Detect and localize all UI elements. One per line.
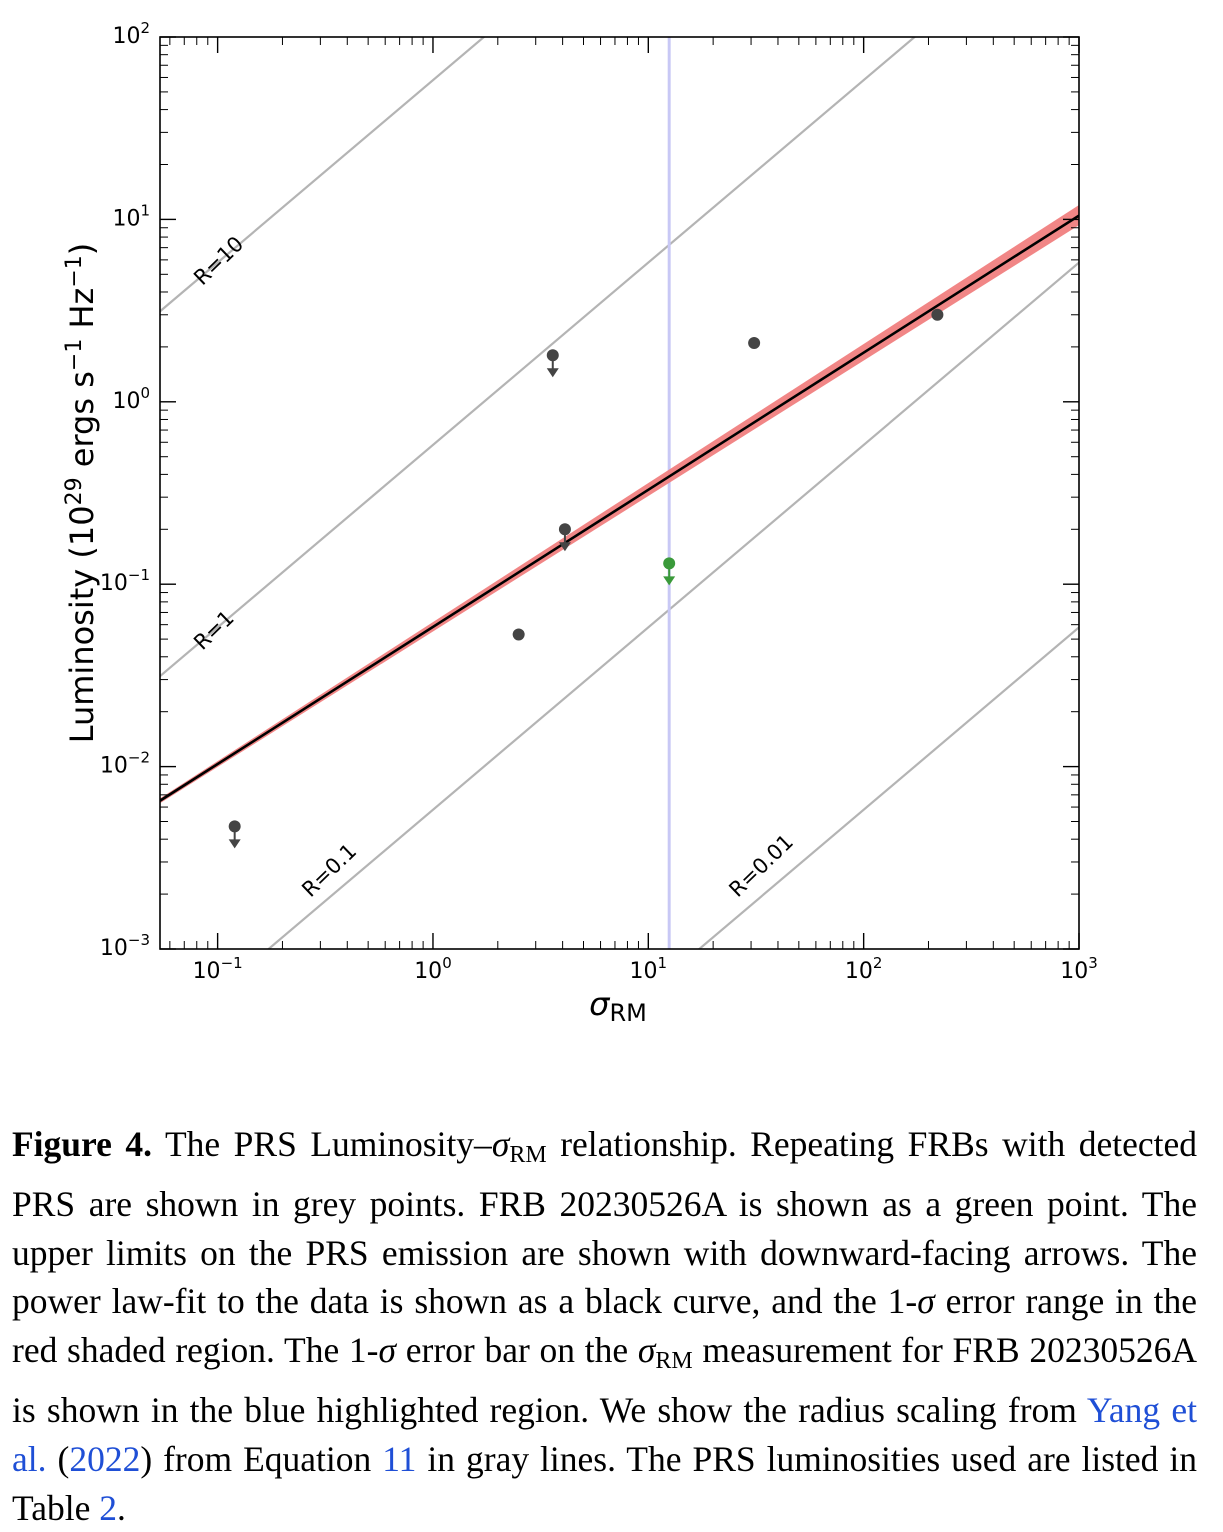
x-tick-label-4: 103 xyxy=(1060,954,1098,984)
caption-ref-open: ( xyxy=(46,1438,70,1479)
data-point-0 xyxy=(228,820,241,833)
axis-tick-labels: 10−1 100 101 102 103 10−3 10−2 10−1 100 101 102 xyxy=(100,19,1098,984)
y-axis-label-part3: Hz xyxy=(63,288,101,339)
figure-caption: Figure 4. The PRS Luminosity–σRM relatio… xyxy=(12,1120,1197,1532)
upper-limit-arrow-3 xyxy=(558,542,571,552)
axis-ticks xyxy=(160,36,1080,950)
y-tick-label-3: 100 xyxy=(112,384,150,414)
equation-link[interactable]: 11 xyxy=(382,1438,417,1479)
y-tick-label-5: 102 xyxy=(112,19,150,49)
radius-line-3 xyxy=(697,626,1079,949)
radius-line-0 xyxy=(160,37,486,313)
caption-sigma-3: σ xyxy=(378,1330,397,1371)
x-tick-label-3: 102 xyxy=(845,954,883,984)
plot-frame xyxy=(159,36,1080,950)
caption-text-3: error range in the red shaded region. Th… xyxy=(12,1281,1197,1371)
caption-text-4: error bar on the xyxy=(396,1330,638,1371)
caption-ref-close: ) from Equation xyxy=(140,1438,383,1479)
plot-area xyxy=(160,37,1079,949)
y-tick-label-2: 10−1 xyxy=(100,566,150,596)
caption-text-1: The PRS Luminosity– xyxy=(152,1124,492,1164)
data-point-1 xyxy=(512,628,525,641)
radius-line-label-2: R=0.1 xyxy=(297,839,361,902)
upper-limit-arrow-0 xyxy=(228,839,241,849)
data-point-6 xyxy=(663,557,676,570)
data-point-2 xyxy=(546,349,559,362)
fit-line xyxy=(160,214,1079,802)
radius-line-2 xyxy=(266,261,1079,949)
caption-sigma-2: σ xyxy=(917,1281,935,1322)
data-point-3 xyxy=(558,523,571,536)
caption-lead: Figure 4. xyxy=(12,1124,153,1164)
reference-link-year[interactable]: 2022 xyxy=(69,1438,141,1479)
x-axis-label-sigma: σ xyxy=(589,985,611,1023)
caption-text-7: . xyxy=(116,1487,126,1528)
y-tick-label-4: 101 xyxy=(112,201,150,231)
x-tick-label-0: 10−1 xyxy=(193,954,243,984)
caption-sigma-4: σ xyxy=(637,1330,656,1371)
y-axis-label-part1: Luminosity (10 xyxy=(63,505,101,743)
radius-line-label-1: R=1 xyxy=(189,606,238,655)
upper-limit-arrow-6 xyxy=(663,576,676,586)
y-axis-label: Luminosity (1029 ergs s−1 Hz−1) xyxy=(62,243,101,744)
data-point-4 xyxy=(748,337,761,350)
x-axis-label-subscript: RM xyxy=(609,999,646,1027)
caption-sigma: σ xyxy=(491,1124,510,1164)
radius-line-label-3: R=0.01 xyxy=(724,830,797,902)
y-tick-label-0: 10−3 xyxy=(100,931,150,961)
caption-text-6: in gray lines. The PRS luminosities used… xyxy=(12,1438,1198,1528)
x-tick-label-2: 101 xyxy=(630,954,668,984)
x-tick-label-1: 100 xyxy=(414,954,452,984)
radius-line-1 xyxy=(160,37,917,678)
caption-sub-rm-2: RM xyxy=(655,1348,693,1375)
y-axis-label-part2: ergs s xyxy=(63,371,101,477)
y-axis-label-exp1: 29 xyxy=(62,477,87,505)
table-link[interactable]: 2 xyxy=(99,1487,117,1528)
x-axis-label: σRM xyxy=(589,985,647,1027)
caption-text-2: relationship. Repeating FRBs with detect… xyxy=(12,1124,1197,1322)
y-tick-label-1: 10−2 xyxy=(100,749,150,779)
upper-limit-arrow-2 xyxy=(546,368,559,378)
y-axis-label-exp3: −1 xyxy=(62,255,87,287)
y-axis-label-exp2: −1 xyxy=(62,339,87,371)
caption-text-5: measurement for FRB 20230526A is shown i… xyxy=(12,1330,1197,1430)
y-axis-label-part4: ) xyxy=(63,243,101,255)
reference-link-authors[interactable]: Yang et al. xyxy=(12,1389,1197,1479)
data-point-5 xyxy=(931,308,944,321)
radius-line-label-0: R=10 xyxy=(189,232,248,290)
caption-sub-rm: RM xyxy=(509,1142,547,1168)
